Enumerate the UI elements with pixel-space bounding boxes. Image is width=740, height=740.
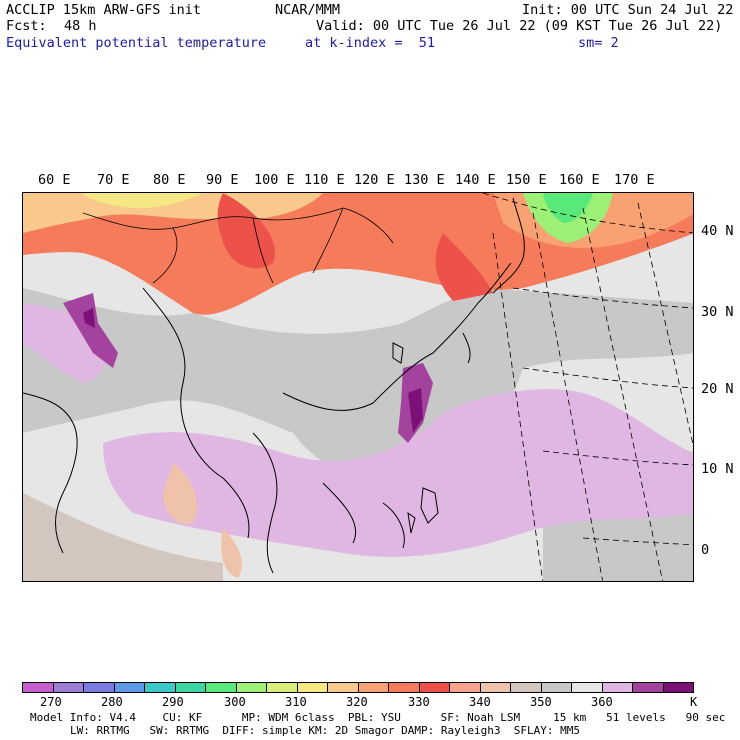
grey-zone — [23, 288, 693, 493]
colorbar-swatch — [175, 683, 206, 692]
colorbar-tick: 350 — [530, 695, 552, 709]
colorbar-swatch — [389, 683, 420, 692]
coastline — [392, 342, 439, 534]
coastline — [462, 197, 525, 364]
border — [82, 207, 394, 284]
colorbar-tick: 270 — [40, 695, 62, 709]
lon-label: 90 E — [206, 172, 239, 188]
lon-label: 140 E — [455, 172, 496, 188]
colorbar-swatch — [480, 683, 511, 692]
colorbar-swatch — [602, 683, 633, 692]
warm-band — [23, 193, 323, 233]
lat-label: 0 — [701, 542, 710, 558]
colorbar-swatch — [84, 683, 115, 692]
colorbar-tick: 360 — [591, 695, 613, 709]
colorbar-swatch — [419, 683, 450, 692]
graticule — [482, 193, 693, 581]
grey-zone — [23, 493, 223, 581]
lon-label: 150 E — [506, 172, 547, 188]
coastline — [23, 262, 512, 574]
colorbar-units: K — [690, 695, 698, 709]
colorbar-swatch — [633, 683, 664, 692]
colorbar-swatch — [541, 683, 572, 692]
organization-label: NCAR/MMM — [275, 2, 341, 18]
colorbar-swatch — [53, 683, 84, 692]
peak-theta — [408, 388, 423, 433]
cool-band — [543, 193, 593, 223]
valid-time: Valid: 00 UTC Tue 26 Jul 22 (09 KST Tue … — [316, 18, 723, 34]
init-time: Init: 00 UTC Sun 24 Jul 22 — [522, 2, 734, 18]
forecast-label: Fcst: — [6, 18, 47, 34]
lat-label: 20 N — [701, 381, 734, 397]
field-name: Equivalent potential temperature — [6, 35, 267, 51]
colorbar-swatch — [663, 683, 693, 692]
colorbar-swatch — [297, 683, 328, 692]
lat-label: 10 N — [701, 461, 734, 477]
lat-label: 30 N — [701, 304, 734, 320]
lat-label: 40 N — [701, 223, 734, 239]
lon-label: 160 E — [559, 172, 600, 188]
map-canvas — [23, 193, 693, 581]
colorbar-swatch — [267, 683, 298, 692]
model-title: ACCLIP 15km ARW-GFS init — [6, 2, 202, 18]
lon-label: 100 E — [254, 172, 295, 188]
model-info-line2: LW: RRTMG SW: RRTMG DIFF: simple KM: 2D … — [70, 724, 580, 737]
warm-band — [435, 233, 493, 301]
cool-band — [83, 193, 203, 209]
lon-label: 120 E — [354, 172, 395, 188]
colorbar-tick: 290 — [162, 695, 184, 709]
colorbar-tick: 320 — [346, 695, 368, 709]
peak-theta — [83, 308, 95, 328]
lon-label: 130 E — [404, 172, 445, 188]
lon-label: 80 E — [153, 172, 186, 188]
colorbar-swatch — [450, 683, 481, 692]
colorbar-swatch — [572, 683, 603, 692]
theta-e-map — [22, 192, 694, 582]
land-patch — [163, 463, 197, 524]
colorbar-swatch — [358, 683, 389, 692]
colorbar-tick: 330 — [408, 695, 430, 709]
colorbar-tick: 340 — [469, 695, 491, 709]
lon-label: 170 E — [614, 172, 655, 188]
colorbar-tick: 300 — [224, 695, 246, 709]
high-theta-band — [63, 293, 118, 368]
level-label: at k-index = 51 — [305, 35, 436, 51]
colorbar-swatch — [145, 683, 176, 692]
land-patch — [221, 528, 243, 578]
colorbar-swatch — [114, 683, 145, 692]
colorbar-tick: 280 — [101, 695, 123, 709]
lon-label: 60 E — [38, 172, 71, 188]
colorbar-swatch — [206, 683, 237, 692]
colorbar-swatch — [236, 683, 267, 692]
moist-region — [103, 389, 693, 557]
colorbar-swatch — [511, 683, 542, 692]
model-info-line1: Model Info: V4.4 CU: KF MP: WDM 6class P… — [30, 711, 726, 724]
colorbar-swatch — [328, 683, 359, 692]
lon-label: 70 E — [97, 172, 130, 188]
lon-label: 110 E — [304, 172, 345, 188]
colorbar-swatch — [23, 683, 54, 692]
smoothing-label: sm= 2 — [578, 35, 619, 51]
colorbar-tick: 310 — [285, 695, 307, 709]
forecast-hour: 48 h — [64, 18, 97, 34]
colorbar — [22, 682, 694, 693]
